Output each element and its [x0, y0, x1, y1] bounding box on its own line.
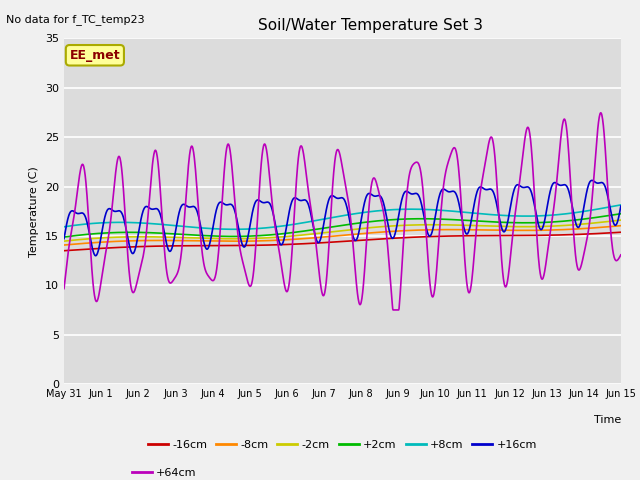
Y-axis label: Temperature (C): Temperature (C) [29, 166, 40, 257]
Text: Time: Time [593, 415, 621, 425]
Legend: +64cm: +64cm [127, 463, 201, 480]
Title: Soil/Water Temperature Set 3: Soil/Water Temperature Set 3 [258, 18, 483, 33]
Text: No data for f_TC_temp23: No data for f_TC_temp23 [6, 14, 145, 25]
Text: EE_met: EE_met [70, 49, 120, 62]
